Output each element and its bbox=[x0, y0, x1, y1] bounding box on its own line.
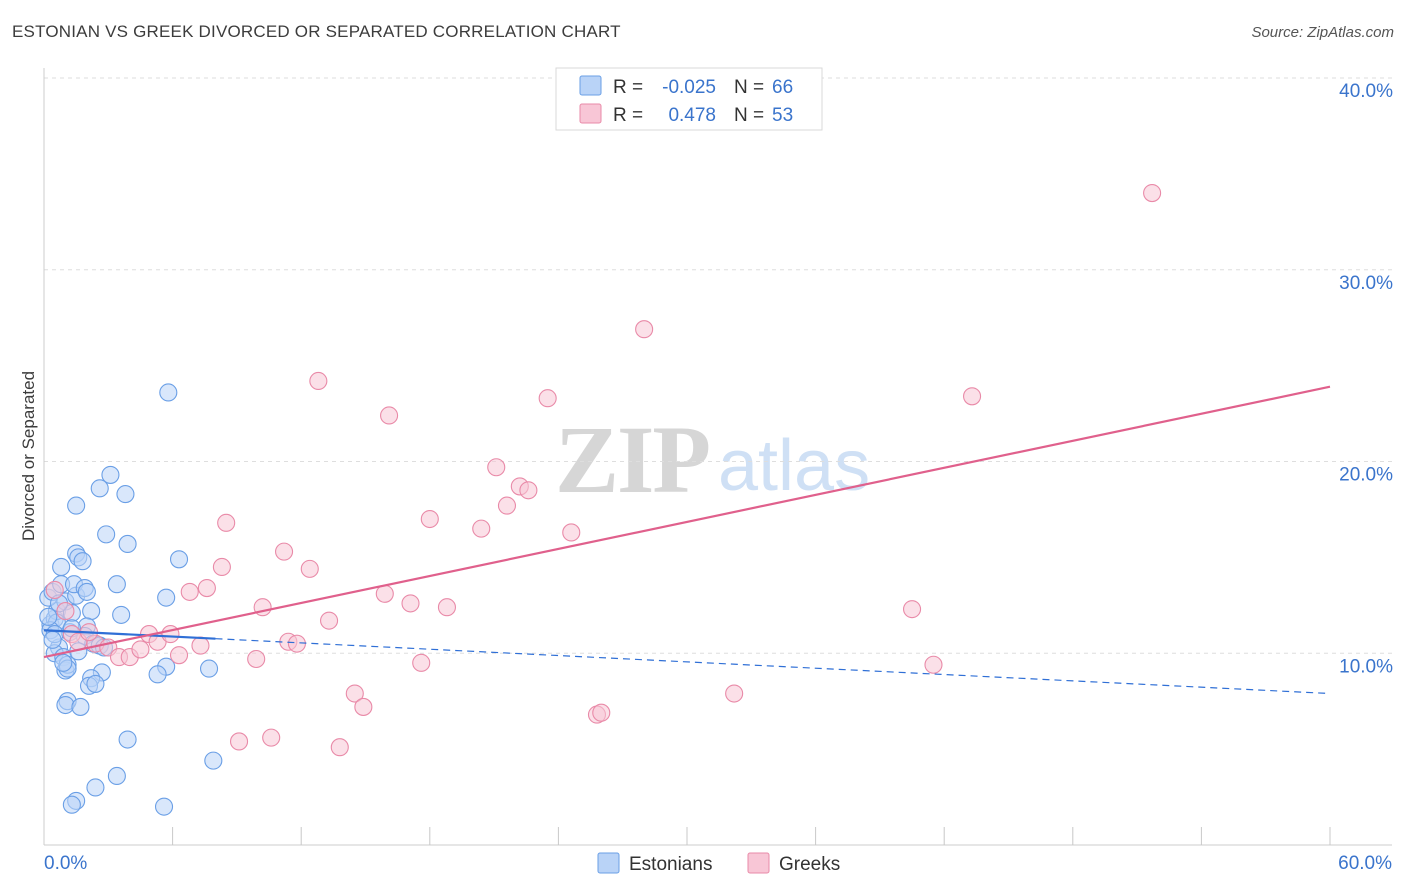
estonian-point bbox=[77, 582, 96, 601]
greek-point bbox=[180, 582, 199, 601]
estonian-trend-line bbox=[43, 629, 216, 640]
estonian-point bbox=[82, 602, 101, 621]
watermark-atlas: atlas bbox=[718, 426, 870, 506]
estonian-point bbox=[107, 766, 126, 786]
stats-r-label: R = bbox=[613, 77, 643, 98]
greek-point bbox=[262, 728, 281, 747]
greek-point bbox=[380, 406, 399, 425]
estonian-point bbox=[116, 485, 135, 504]
estonian-point bbox=[56, 695, 75, 715]
estonian-point bbox=[54, 653, 73, 672]
greek-point bbox=[538, 389, 557, 408]
estonian-point bbox=[154, 797, 174, 816]
legend-swatch-greeks bbox=[747, 852, 770, 874]
x-tick-label-max: 60.0% bbox=[1338, 853, 1392, 874]
greek-point bbox=[487, 458, 506, 477]
estonian-swatch bbox=[579, 75, 602, 96]
greek-point bbox=[45, 580, 64, 600]
greek-point bbox=[472, 519, 491, 538]
greek-point bbox=[420, 509, 439, 529]
greek-point bbox=[330, 738, 349, 757]
estonian-point bbox=[159, 383, 178, 402]
greek-point bbox=[131, 640, 150, 659]
estonian-point bbox=[169, 550, 189, 569]
stats-n-value: 53 bbox=[772, 105, 793, 126]
estonian-point bbox=[112, 605, 131, 624]
x-tick-label-min: 0.0% bbox=[44, 853, 87, 874]
greek-point bbox=[519, 481, 538, 500]
greek-point bbox=[375, 584, 394, 603]
y-tick-label: 10.0% bbox=[1339, 656, 1393, 677]
legend-swatch-estonians bbox=[597, 852, 620, 874]
y-tick-label: 30.0% bbox=[1339, 273, 1393, 294]
estonian-point bbox=[71, 697, 90, 716]
stats-r-value: -0.025 bbox=[662, 77, 716, 98]
greek-swatch bbox=[579, 103, 602, 124]
greek-point bbox=[320, 611, 339, 630]
greek-point bbox=[169, 646, 189, 665]
greek-point bbox=[437, 598, 456, 617]
greek-point bbox=[217, 513, 236, 532]
greek-point bbox=[635, 320, 654, 339]
estonian-point bbox=[52, 557, 71, 577]
estonian-point bbox=[204, 751, 223, 770]
greek-point bbox=[56, 602, 75, 621]
greek-trend-line bbox=[43, 385, 1331, 659]
estonian-point bbox=[199, 659, 219, 678]
estonian-trend-line-dashed bbox=[215, 638, 1331, 695]
greek-point bbox=[354, 697, 373, 716]
estonian-point bbox=[73, 552, 92, 571]
estonian-point bbox=[101, 465, 120, 484]
estonian-point bbox=[39, 607, 58, 626]
estonian-point bbox=[157, 588, 176, 607]
greek-point bbox=[412, 653, 431, 672]
estonian-point bbox=[107, 575, 126, 594]
watermark-zip: ZIP bbox=[555, 406, 709, 513]
greek-point bbox=[275, 542, 294, 561]
greek-point bbox=[902, 600, 922, 619]
greek-point bbox=[247, 649, 266, 669]
estonian-point bbox=[86, 778, 105, 797]
stats-r-value: 0.478 bbox=[668, 105, 716, 126]
greek-point bbox=[401, 594, 420, 613]
greek-point bbox=[309, 371, 328, 391]
source-label: Source: ZipAtlas.com bbox=[1251, 24, 1394, 41]
estonian-point bbox=[67, 496, 86, 515]
y-axis-label: Divorced or Separated bbox=[19, 371, 38, 541]
legend-label-estonians: Estonians bbox=[629, 854, 712, 875]
y-tick-label: 40.0% bbox=[1339, 81, 1393, 102]
chart-title: ESTONIAN VS GREEK DIVORCED OR SEPARATED … bbox=[12, 22, 621, 41]
estonian-point bbox=[43, 630, 62, 649]
estonian-point bbox=[62, 795, 81, 814]
estonian-point bbox=[118, 730, 137, 749]
greek-point bbox=[1143, 184, 1162, 203]
greek-point bbox=[924, 655, 943, 674]
estonian-point bbox=[118, 534, 137, 554]
greek-point bbox=[229, 732, 249, 751]
greek-point bbox=[725, 684, 744, 703]
stats-n-label: N = bbox=[734, 105, 764, 126]
greek-point bbox=[197, 579, 216, 598]
stats-n-label: N = bbox=[734, 77, 764, 98]
greek-point bbox=[345, 684, 364, 703]
estonian-point bbox=[86, 674, 105, 693]
greek-point bbox=[562, 523, 581, 542]
stats-n-value: 66 bbox=[772, 77, 793, 98]
greek-point bbox=[300, 559, 319, 578]
greek-point bbox=[212, 557, 231, 577]
stats-r-label: R = bbox=[613, 105, 643, 126]
greek-point bbox=[592, 703, 611, 722]
greek-point bbox=[497, 496, 517, 515]
y-tick-label: 20.0% bbox=[1339, 465, 1393, 486]
greek-point bbox=[963, 387, 982, 406]
greek-point bbox=[287, 634, 306, 653]
estonian-point bbox=[90, 479, 109, 498]
legend-label-greeks: Greeks bbox=[779, 854, 840, 875]
estonian-point bbox=[148, 665, 167, 684]
estonian-point bbox=[97, 525, 116, 544]
greek-point bbox=[191, 636, 210, 655]
